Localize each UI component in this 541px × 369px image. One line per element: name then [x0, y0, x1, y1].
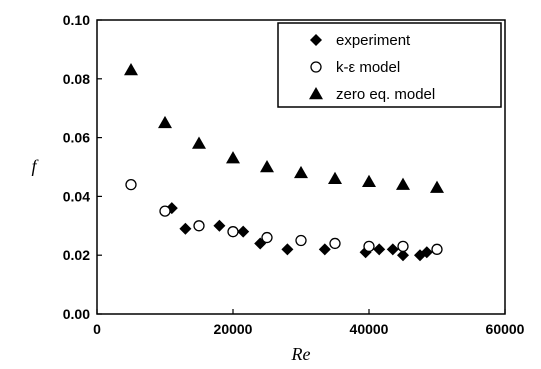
experiment-point — [373, 243, 386, 256]
ticks: 0 20000 40000 60000 0.00 0.02 0.04 0.06 0.08 0.10 — [63, 12, 525, 337]
zero-eq-point — [158, 115, 172, 129]
x-axis-title: Re — [291, 344, 311, 364]
y-tick-label: 0.06 — [63, 130, 90, 146]
experiment-point — [397, 249, 409, 262]
experiment-point — [237, 225, 250, 238]
k-epsilon-point — [159, 205, 171, 217]
zero-eq-point — [192, 136, 206, 149]
experiment-point — [386, 243, 399, 256]
y-tick-label: 0.00 — [63, 306, 90, 322]
k-epsilon-point — [227, 226, 239, 238]
y-axis-title: f — [31, 156, 39, 176]
x-tick-label: 60000 — [486, 321, 525, 337]
legend-marker — [309, 87, 323, 100]
legend-label: k-ε model — [336, 59, 400, 76]
legend: experiment k-ε model zero eq. model — [277, 22, 502, 108]
y-tick-label: 0.10 — [63, 12, 90, 28]
data-marks — [124, 62, 444, 262]
x-tick-label: 40000 — [350, 321, 389, 337]
series-zero-eq — [124, 62, 444, 193]
legend-marker — [310, 34, 322, 46]
series-k-epsilon — [125, 178, 443, 255]
k-epsilon-point — [193, 220, 205, 232]
legend-label: zero eq. model — [336, 86, 435, 103]
experiment-point — [179, 222, 192, 235]
experiment-point — [281, 243, 294, 256]
y-tick-label: 0.02 — [63, 247, 90, 263]
k-epsilon-point — [397, 240, 409, 253]
experiment-point — [420, 246, 433, 259]
k-epsilon-point — [295, 234, 307, 247]
k-epsilon-point — [329, 237, 341, 250]
x-tick-label: 0 — [93, 321, 101, 337]
zero-eq-point — [396, 177, 410, 190]
experiment-point — [213, 219, 226, 232]
zero-eq-point — [226, 151, 240, 164]
k-epsilon-point — [261, 231, 273, 244]
zero-eq-point — [430, 180, 444, 193]
zero-eq-point — [362, 174, 376, 187]
y-tick-label: 0.04 — [63, 188, 90, 204]
legend-marker — [310, 61, 322, 73]
k-epsilon-point — [363, 240, 375, 253]
legend-label: experiment — [336, 32, 411, 49]
zero-eq-point — [294, 165, 308, 179]
zero-eq-point — [260, 160, 274, 173]
zero-eq-point — [328, 171, 342, 185]
zero-eq-point — [124, 62, 138, 76]
k-epsilon-point — [125, 178, 137, 191]
x-tick-label: 20000 — [214, 321, 253, 337]
k-epsilon-point — [431, 243, 443, 255]
experiment-point — [318, 243, 331, 256]
series-experiment — [165, 202, 433, 262]
y-tick-label: 0.08 — [63, 71, 90, 87]
